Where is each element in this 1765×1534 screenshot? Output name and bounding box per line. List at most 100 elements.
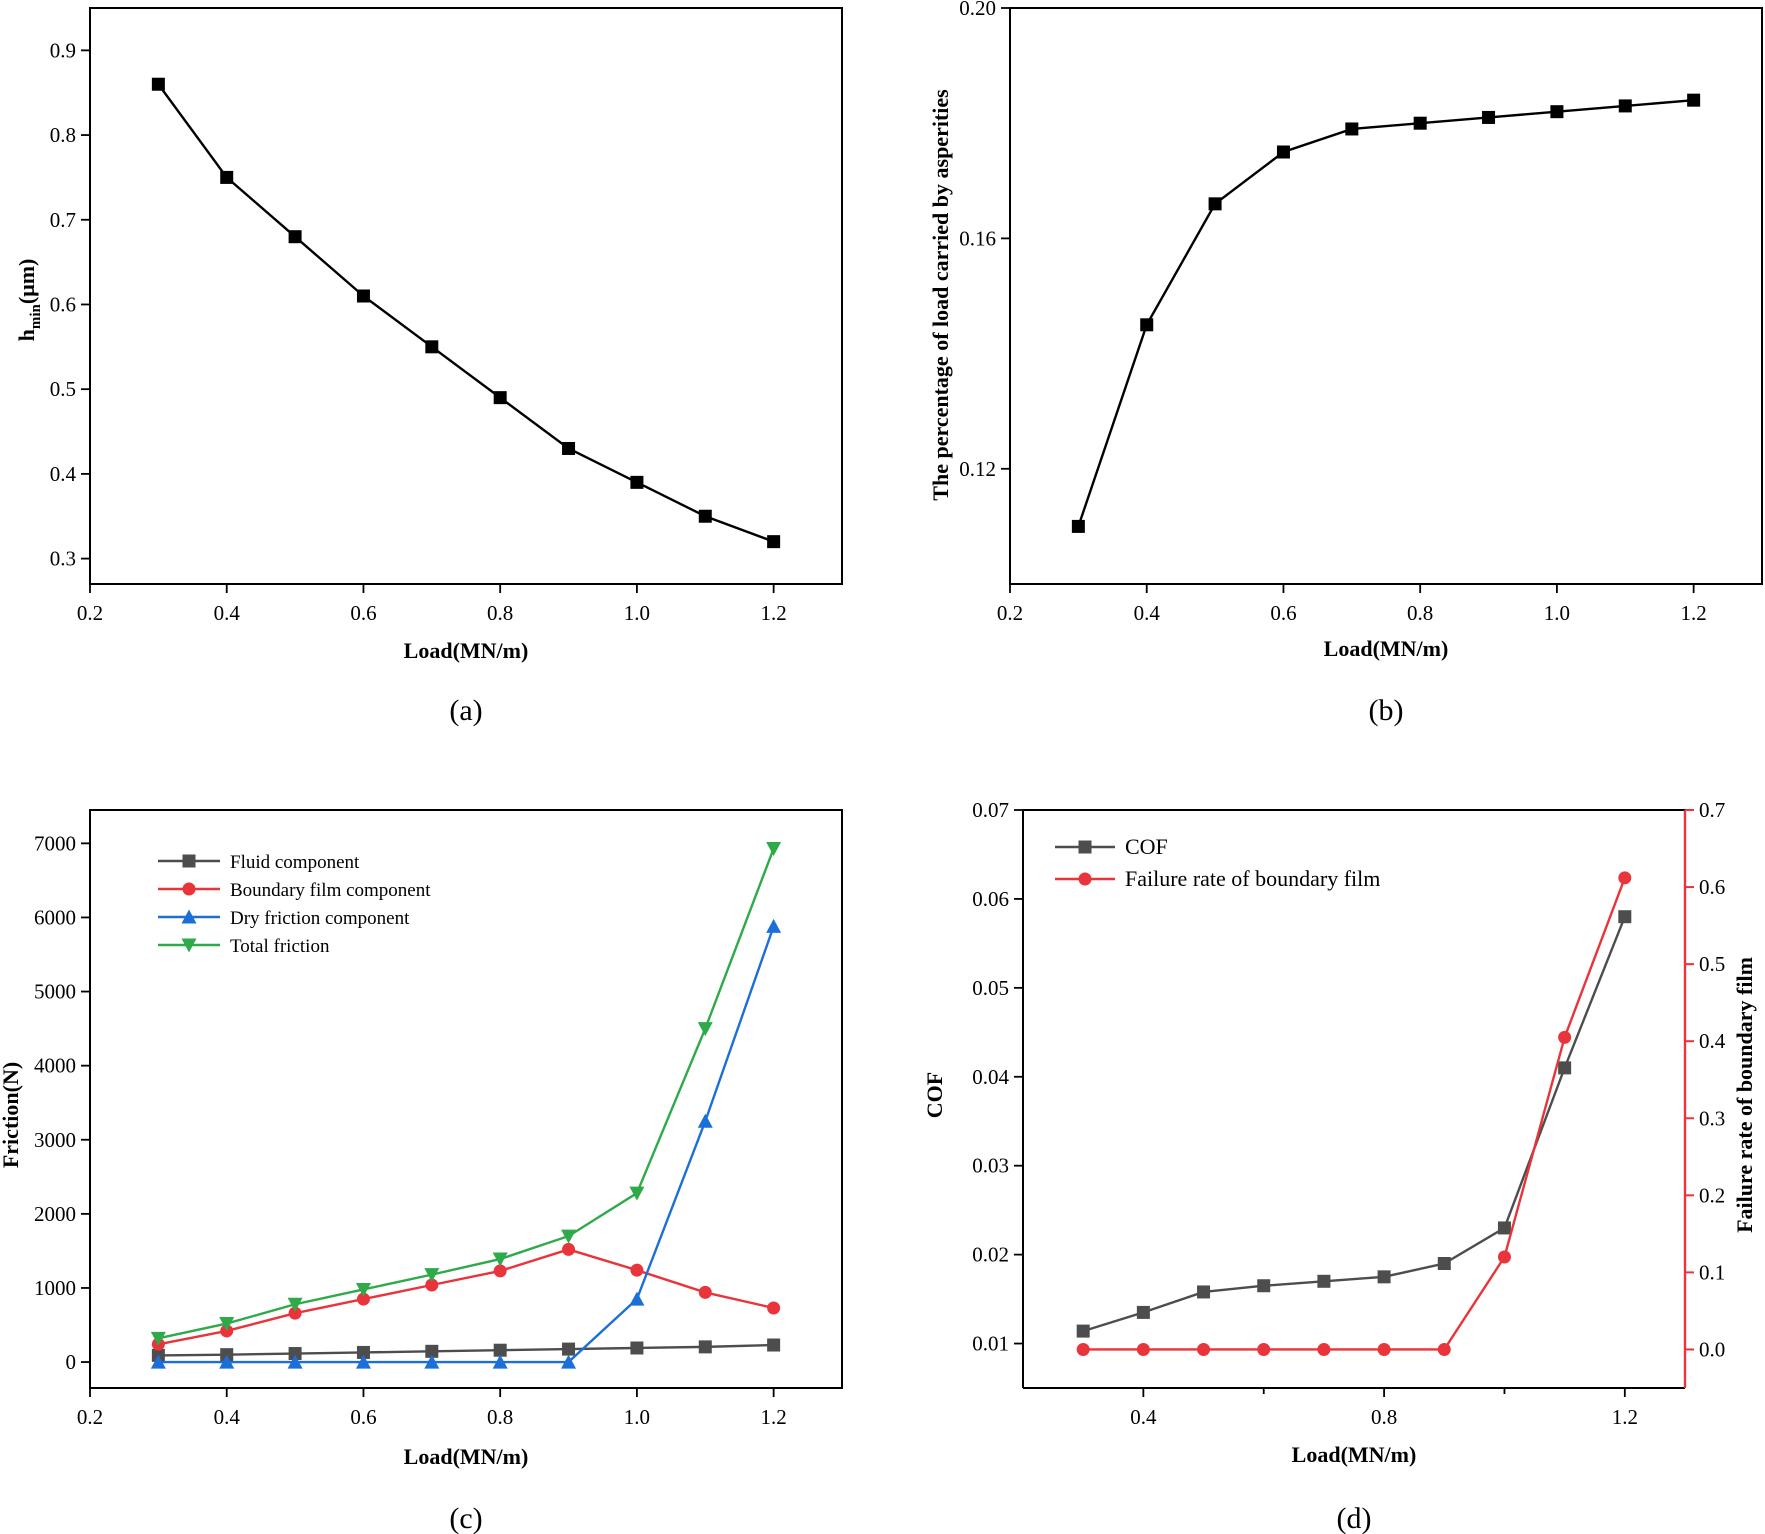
chart-d-legend-label: Failure rate of boundary film [1125,866,1380,891]
chart-c-legend-marker [181,909,197,924]
chart-b-plot-frame [1009,7,1763,585]
chart-a-x-tick-label: 0.6 [350,601,376,625]
chart-a-x-axis-label: Load(MN/m) [404,638,529,663]
chart-c: 0.2 0.4 0.6 0.8 1.0 1.2 0 1000 2000 3000 4000 5000… [0,809,843,1534]
chart-d-series-1-point [1317,1342,1331,1356]
chart-a-series-0-point [630,475,644,489]
chart-b-y-tick-label: 0.16 [959,226,996,250]
chart-c-series-2-point [697,1113,713,1128]
chart-a-x-tick-label: 0.2 [77,601,103,625]
chart-c-series-1-point [425,1278,439,1292]
chart-a-y-label-sub: min [28,303,44,329]
chart-c-y-tick-label: 0 [66,1350,77,1374]
chart-c-series-1-point [698,1285,712,1299]
chart-c-x-tick-label: 0.8 [487,1405,513,1429]
chart-c-legend-label: Fluid component [230,852,360,873]
chart-c-series-0-point [493,1343,507,1357]
chart-c-x-tick-label: 1.2 [761,1405,787,1429]
chart-c-legend-marker [181,938,197,953]
chart-b-series-0-point [1618,99,1632,113]
chart-c-legend-marker [182,854,196,868]
chart-d-series-1-point [1197,1342,1211,1356]
chart-d-legend-marker [1078,872,1092,886]
chart-c-series-3-point [766,842,782,857]
chart-c-series-0-point [767,1338,781,1352]
chart-a-panel-label: (a) [449,694,482,727]
chart-c-y-tick-label: 1000 [34,1276,76,1300]
chart-b-series-0-point [1687,93,1701,107]
chart-c-series-0-point [698,1340,712,1354]
chart-c-series-0-point [356,1345,370,1359]
chart-c-series-2-point [150,1354,166,1369]
chart-d-series-1-point [1076,1342,1090,1356]
chart-b-series-0-point [1482,110,1496,124]
chart-c-series-line-0 [158,1343,774,1357]
chart-c-series-1-point [288,1306,302,1320]
chart-c-series-2-point [629,1291,645,1306]
chart-a-series-0-point [151,77,165,91]
chart-d-series-0-point [1317,1274,1331,1288]
chart-c-series-line-1 [158,1248,774,1346]
chart-b-x-tick-label: 1.2 [1681,601,1707,625]
chart-d-x-tick-label: 1.2 [1612,1405,1638,1429]
chart-b-x-tick-label: 0.2 [997,601,1023,625]
chart-d: 0.4 0.8 1.2 0.01 0.02 0.03 0.04 0.05 0.06 0.07 0… [922,798,1757,1534]
chart-a-y-tick-label: 0.7 [50,208,76,232]
chart-a-series-line-0 [157,83,775,543]
chart-d-y-tick-label: 0.04 [972,1065,1009,1089]
chart-c-series-3-point [697,1022,713,1037]
chart-a-y-tick-label: 0.9 [50,38,76,62]
chart-d-right-y-tick-label: 0.0 [1699,1337,1725,1361]
chart-b-panel-label: (b) [1369,694,1404,727]
chart-a-series-0-point [425,340,439,354]
chart-b-x-tick-label: 0.4 [1134,601,1161,625]
chart-c-legend-marker [182,882,196,896]
chart-c-series-3-point [150,1331,166,1346]
chart-a-y-tick-label: 0.8 [50,123,76,147]
chart-a-y-axis-label: hmin(μm) [14,259,44,342]
chart-d-series-line-1 [1083,877,1626,1351]
chart-d-series-0-point [1558,1061,1572,1075]
chart-d-series-0-point [1377,1270,1391,1284]
chart-d-y-axis-label: COF [922,1072,947,1118]
chart-b-series-0-point [1550,105,1564,119]
chart-a-series-0-point [493,391,507,405]
chart-d-panel-label: (d) [1337,1502,1372,1534]
chart-d-right-y-axis-label: Failure rate of boundary film [1732,957,1757,1233]
chart-d-series-1-point [1136,1342,1150,1356]
chart-c-x-axis-label: Load(MN/m) [404,1444,529,1469]
chart-c-y-tick-label: 4000 [34,1054,76,1078]
chart-d-right-y-tick-label: 0.3 [1699,1106,1725,1130]
chart-a-y-tick-label: 0.3 [50,547,76,571]
chart-b-x-axis-label: Load(MN/m) [1324,636,1449,661]
chart-a-x-tick-label: 0.8 [487,601,513,625]
chart-c-series-2-point [355,1354,371,1369]
chart-a-series-0-point [220,170,234,184]
chart-a-x-tick-label: 1.2 [761,601,787,625]
chart-c-series-line-3 [158,848,775,1340]
chart-c-legend-label: Total friction [230,936,330,957]
chart-d-series-0-point [1197,1285,1211,1299]
chart-c-y-tick-label: 7000 [34,831,76,855]
chart-c-series-2-point [287,1354,303,1369]
chart-c-series-1-point [562,1242,576,1256]
chart-c-series-2-point [424,1354,440,1369]
chart-a-y-label-main: h [14,329,39,341]
chart-d-series-1-point [1377,1342,1391,1356]
chart-d-y-tick-label: 0.05 [972,976,1009,1000]
chart-c-series-0-point [630,1341,644,1355]
chart-b-y-axis-label: The percentage of load carried by asperi… [928,89,953,501]
chart-d-series-0-point [1497,1221,1511,1235]
chart-d-right-y-tick-label: 0.6 [1699,875,1725,899]
chart-b-series-0-point [1071,519,1085,533]
chart-a-x-tick-label: 0.4 [214,601,241,625]
chart-d-right-y-tick-label: 0.4 [1699,1029,1726,1053]
chart-d-y-tick-label: 0.07 [972,798,1009,822]
chart-d-legend-label: COF [1125,834,1168,859]
chart-a-plot-frame [89,7,843,585]
chart-b-y-tick-label: 0.20 [959,0,996,20]
chart-d-y-tick-label: 0.01 [972,1332,1009,1356]
chart-c-x-tick-label: 1.0 [624,1405,650,1429]
chart-b-x-tick-label: 0.8 [1407,601,1433,625]
